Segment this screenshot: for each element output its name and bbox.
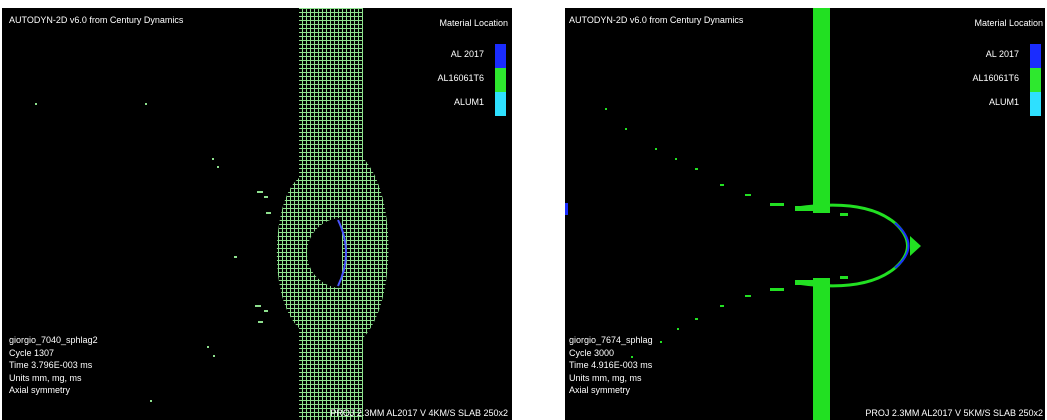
time-value: Time 4.916E-003 ms xyxy=(569,360,653,370)
projectile-fragment xyxy=(894,222,910,269)
legend-label-alum1: ALUM1 xyxy=(988,97,1019,107)
crater xyxy=(307,218,342,288)
ejecta-particles xyxy=(605,108,848,358)
legend-label-alum1: ALUM1 xyxy=(453,97,484,107)
simulation-panel-left: AUTODYN-2D v6.0 from Century Dynamics Ma… xyxy=(2,8,512,420)
legend-label-al2017: AL 2017 xyxy=(985,49,1019,59)
slab-lower xyxy=(813,278,830,420)
debris-particles xyxy=(35,103,271,402)
slab-upper xyxy=(813,8,830,213)
legend-label-al16061t6: AL16061T6 xyxy=(972,73,1019,83)
info-block: giorgio_7674_sphlag Cycle 3000 Time 4.91… xyxy=(569,334,653,397)
info-block: giorgio_7040_sphlag2 Cycle 1307 Time 3.7… xyxy=(9,334,98,397)
legend-title: Material Location xyxy=(439,18,508,28)
units: Units mm, mg, ms xyxy=(9,372,82,383)
cycle-count: Cycle 3000 xyxy=(569,347,615,358)
slab-crater-rim xyxy=(276,178,299,328)
simulation-render-left xyxy=(35,8,389,420)
symmetry: Axial symmetry xyxy=(569,385,631,395)
legend-swatch-alum1 xyxy=(495,92,506,116)
run-name: giorgio_7040_sphlag2 xyxy=(9,335,98,345)
run-name: giorgio_7674_sphlag xyxy=(569,335,653,345)
cycle-count: Cycle 1307 xyxy=(9,347,55,358)
legend-label-al2017: AL 2017 xyxy=(450,49,484,59)
projectile-remnant xyxy=(337,219,347,287)
legend-swatch-al2017 xyxy=(1030,44,1041,68)
simulation-panel-right: AUTODYN-2D v6.0 from Century Dynamics Ma… xyxy=(565,8,1045,420)
units: Units mm, mg, ms xyxy=(569,372,642,383)
symmetry: Axial symmetry xyxy=(9,385,71,395)
legend-label-al16061t6: AL16061T6 xyxy=(437,73,484,83)
legend-title: Material Location xyxy=(974,18,1043,28)
footer-caption: PROJ 2.3MM AL2017 V 5KM/S SLAB 250x2 xyxy=(865,408,1043,418)
app-title: AUTODYN-2D v6.0 from Century Dynamics xyxy=(569,15,744,25)
legend-swatch-al16061t6 xyxy=(495,68,506,92)
cloud-tip xyxy=(910,236,921,256)
simulation-render-right xyxy=(565,8,921,420)
slab-mesh xyxy=(299,8,363,420)
slab-bulge xyxy=(363,158,389,338)
legend-swatch-al2017 xyxy=(495,44,506,68)
debris-cloud xyxy=(796,203,909,288)
edge-marker xyxy=(565,203,568,215)
time-value: Time 3.796E-003 ms xyxy=(9,360,93,370)
legend-swatch-al16061t6 xyxy=(1030,68,1041,92)
legend-swatch-alum1 xyxy=(1030,92,1041,116)
footer-caption: PROJ 2.3MM AL2017 V 4KM/S SLAB 250x2 xyxy=(330,408,508,418)
app-title: AUTODYN-2D v6.0 from Century Dynamics xyxy=(9,15,184,25)
